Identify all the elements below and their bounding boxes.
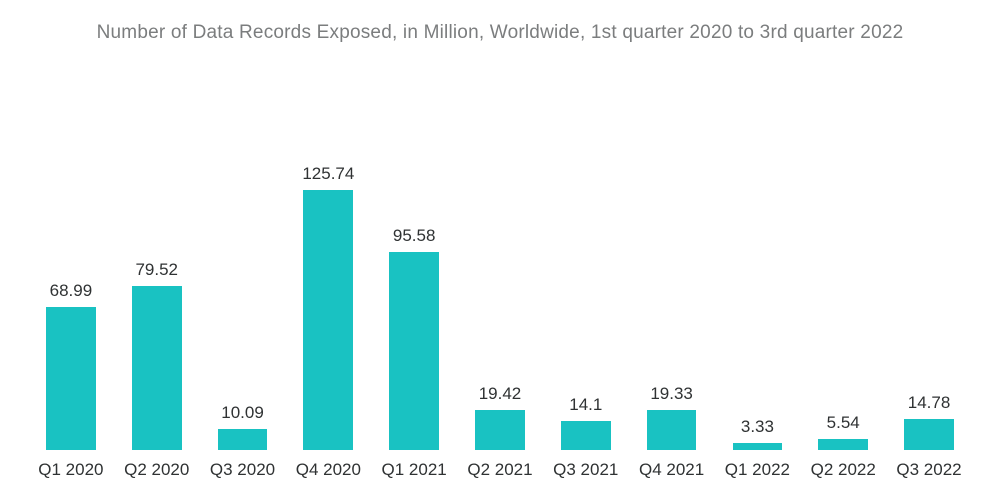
- bar-column: 79.52 Q2 2020: [114, 84, 200, 480]
- bar: [475, 410, 525, 450]
- bar-value-label: 10.09: [221, 403, 264, 423]
- bar: [389, 252, 439, 450]
- bar-value-label: 19.33: [650, 384, 693, 404]
- bar: [218, 429, 268, 450]
- bar-value-label: 3.33: [741, 417, 774, 437]
- category-label: Q1 2021: [382, 460, 447, 480]
- bar: [904, 419, 954, 450]
- bar-column: 95.58 Q1 2021: [371, 84, 457, 480]
- bar-value-label: 125.74: [302, 164, 354, 184]
- category-label: Q4 2020: [296, 460, 361, 480]
- bar-column: 14.78 Q3 2022: [886, 84, 972, 480]
- bar-column: 19.33 Q4 2021: [629, 84, 715, 480]
- category-label: Q3 2021: [553, 460, 618, 480]
- bar-value-label: 14.78: [908, 393, 951, 413]
- bar: [647, 410, 697, 450]
- bar: [46, 307, 96, 450]
- category-label: Q2 2020: [124, 460, 189, 480]
- bar: [561, 421, 611, 450]
- bar: [303, 190, 353, 450]
- bar-value-label: 5.54: [827, 413, 860, 433]
- bar-value-label: 95.58: [393, 226, 436, 246]
- chart-container: Number of Data Records Exposed, in Milli…: [0, 0, 1000, 504]
- bar: [733, 443, 783, 450]
- bar-column: 68.99 Q1 2020: [28, 84, 114, 480]
- bar: [818, 439, 868, 450]
- category-label: Q4 2021: [639, 460, 704, 480]
- category-label: Q1 2022: [725, 460, 790, 480]
- category-label: Q2 2022: [811, 460, 876, 480]
- category-label: Q3 2020: [210, 460, 275, 480]
- bar-column: 19.42 Q2 2021: [457, 84, 543, 480]
- chart-plot-area: 68.99 Q1 2020 79.52 Q2 2020 10.09 Q3 2020 125.…: [28, 54, 972, 480]
- bar-column: 125.74 Q4 2020: [285, 84, 371, 480]
- bar-column: 14.1 Q3 2021: [543, 84, 629, 480]
- bar-column: 3.33 Q1 2022: [715, 84, 801, 480]
- category-label: Q2 2021: [467, 460, 532, 480]
- bar-value-label: 19.42: [479, 384, 522, 404]
- bar-value-label: 68.99: [50, 281, 93, 301]
- bar-column: 10.09 Q3 2020: [200, 84, 286, 480]
- chart-title: Number of Data Records Exposed, in Milli…: [97, 20, 904, 46]
- bar: [132, 286, 182, 450]
- category-label: Q1 2020: [38, 460, 103, 480]
- bar-value-label: 14.1: [569, 395, 602, 415]
- bar-value-label: 79.52: [135, 260, 178, 280]
- bar-column: 5.54 Q2 2022: [800, 84, 886, 480]
- category-label: Q3 2022: [896, 460, 961, 480]
